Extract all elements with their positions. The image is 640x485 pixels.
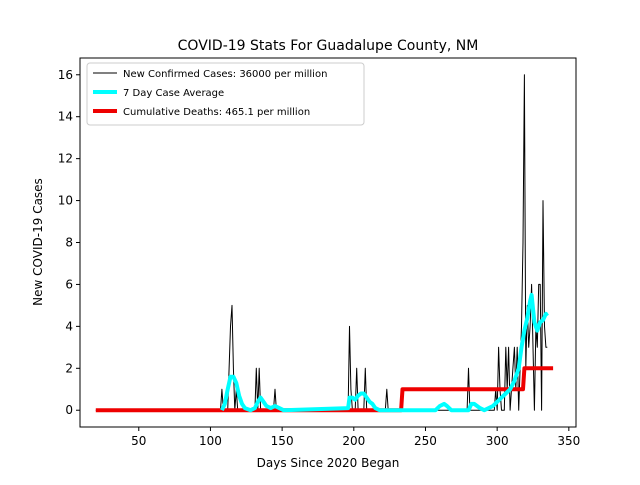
- x-tick-label: 50: [131, 434, 146, 448]
- legend-box: [86, 62, 365, 126]
- y-tick-label: 12: [58, 152, 73, 166]
- average-series-line: [220, 292, 549, 413]
- legend-label-deaths: Cumulative Deaths: 465.1 per million: [123, 107, 310, 118]
- x-tick-label: 150: [271, 434, 294, 448]
- y-tick-label: 2: [65, 361, 73, 375]
- x-tick-label: 100: [199, 434, 222, 448]
- y-tick-label: 10: [58, 194, 73, 208]
- x-axis-ticks: 50 100 150 200 250 300 350: [131, 427, 580, 448]
- legend-label-average: 7 Day Case Average: [123, 88, 224, 99]
- y-tick-label: 8: [65, 236, 73, 250]
- x-tick-label: 350: [557, 434, 580, 448]
- y-tick-label: 14: [58, 110, 73, 124]
- chart-title: COVID-19 Stats For Guadalupe County, NM: [178, 38, 479, 54]
- x-tick-label: 250: [414, 434, 437, 448]
- y-axis-label: New COVID-19 Cases: [31, 178, 45, 306]
- x-tick-label: 300: [486, 434, 509, 448]
- y-tick-label: 6: [65, 277, 73, 291]
- deaths-series-line: [95, 366, 554, 413]
- y-tick-label: 16: [58, 68, 73, 82]
- y-tick-label: 4: [65, 319, 73, 333]
- y-axis-ticks: 0 2 4 6 8 10 12 14 16: [58, 68, 80, 417]
- y-tick-label: 0: [65, 403, 73, 417]
- series-layer: [95, 74, 554, 413]
- x-axis-label: Days Since 2020 Began: [257, 456, 400, 470]
- legend: New Confirmed Cases: 36000 per million 7…: [86, 62, 365, 126]
- plot-frame: [79, 57, 577, 428]
- x-tick-label: 200: [342, 434, 365, 448]
- legend-label-cases: New Confirmed Cases: 36000 per million: [123, 69, 327, 80]
